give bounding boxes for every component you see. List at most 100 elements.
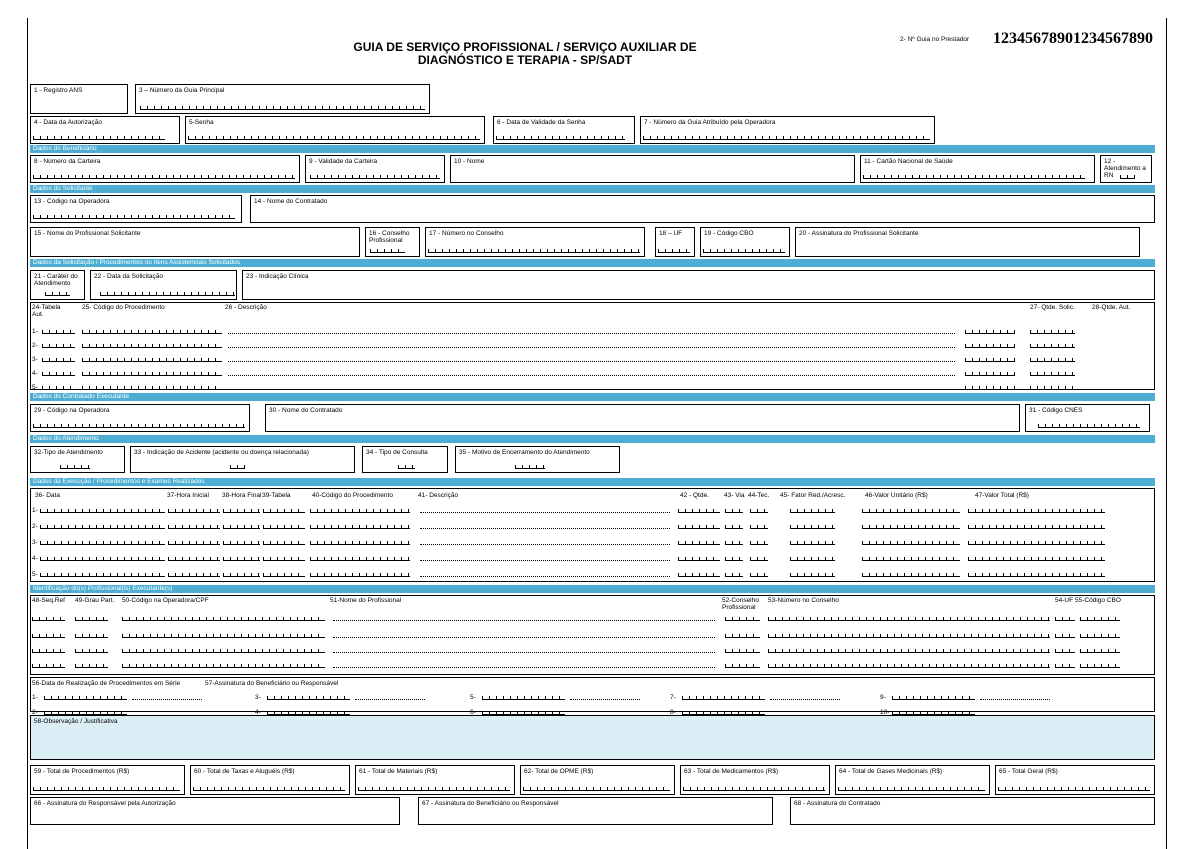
input-ticks: [725, 633, 760, 638]
input-ticks: [398, 464, 415, 469]
input-ticks: [1055, 616, 1075, 621]
input-ticks: [33, 423, 245, 428]
input-ticks: [267, 710, 350, 715]
input-ticks: [790, 540, 835, 545]
input-ticks: [768, 648, 1050, 653]
input-ticks: [892, 695, 975, 700]
field-label: 5-: [470, 694, 476, 701]
field-box: 34 - Tipo de Consulta: [362, 446, 448, 473]
field-box: 14 - Nome do Contratado: [250, 195, 1155, 223]
input-line: [570, 699, 640, 700]
input-ticks: [678, 540, 720, 545]
input-ticks: [968, 524, 1105, 529]
input-ticks: [82, 385, 222, 390]
input-line: [420, 576, 670, 577]
input-ticks: [168, 524, 220, 529]
input-ticks: [725, 616, 760, 621]
input-ticks: [965, 371, 1015, 376]
input-ticks: [82, 343, 222, 348]
input-ticks: [1030, 385, 1075, 390]
input-ticks: [140, 105, 425, 110]
input-ticks: [310, 556, 410, 561]
input-ticks: [122, 648, 325, 653]
input-ticks: [168, 540, 220, 545]
input-ticks: [42, 385, 75, 390]
input-ticks: [1030, 343, 1075, 348]
field-box: 3 – Número da Guia Principal: [135, 84, 430, 114]
input-ticks: [965, 357, 1015, 362]
input-ticks: [75, 663, 108, 668]
input-line: [770, 699, 840, 700]
input-ticks: [223, 556, 260, 561]
field-label: 4-: [255, 709, 261, 716]
input-line: [228, 389, 955, 390]
input-ticks: [1030, 357, 1075, 362]
field-label: 48-Seq.Ref: [32, 597, 65, 604]
input-line: [420, 528, 670, 529]
input-ticks: [965, 385, 1015, 390]
field-label: 2-: [32, 709, 38, 716]
input-ticks: [725, 508, 743, 513]
table-box: [30, 595, 1155, 675]
field-label: 53-Número no Conselho: [768, 597, 839, 604]
input-ticks: [45, 291, 70, 296]
input-ticks: [515, 464, 545, 469]
field-label: 4-: [32, 370, 38, 377]
field-box: 65 - Total Geral (R$): [995, 765, 1155, 795]
field-label: 36- Data: [35, 492, 60, 499]
field-label: 2-: [32, 523, 38, 530]
field-box: 66 - Assinatura do Responsável pela Auto…: [30, 797, 400, 825]
input-ticks: [523, 786, 670, 791]
input-line: [980, 699, 1050, 700]
input-line: [333, 637, 715, 638]
input-ticks: [750, 508, 768, 513]
field-label: 27- Qtde. Solic.: [1030, 304, 1075, 311]
section-header: Dados do Beneficiário: [30, 145, 1155, 153]
section-header: Dados do Atendimento: [30, 435, 1155, 443]
field-box: 11 - Cartão Nacional de Saúde: [860, 155, 1095, 183]
input-ticks: [678, 572, 720, 577]
input-ticks: [1055, 648, 1075, 653]
input-ticks: [968, 540, 1105, 545]
table-box: [30, 488, 1155, 582]
input-ticks: [965, 343, 1015, 348]
field-label: 1-: [32, 328, 38, 335]
field-label: 2-: [32, 342, 38, 349]
input-ticks: [862, 556, 960, 561]
field-box: 60 - Total de Taxas e Aluguéis (R$): [190, 765, 350, 795]
input-line: [420, 560, 670, 561]
field-box: 67 - Assinatura do Beneficiário ou Respo…: [418, 797, 773, 825]
input-line: [228, 375, 955, 376]
field-label: 3-: [32, 356, 38, 363]
input-line: [333, 620, 715, 621]
field-label: 1-: [32, 694, 38, 701]
field-box: 1 - Registro ANS: [30, 84, 128, 114]
input-ticks: [44, 695, 127, 700]
section-header: Identificação do(s) Profissional(is) Exe…: [30, 585, 1155, 593]
input-line: [355, 699, 425, 700]
input-ticks: [75, 633, 108, 638]
input-ticks: [310, 174, 440, 179]
field-box: 59 - Total de Procedimentos (R$): [30, 765, 185, 795]
input-ticks: [75, 648, 108, 653]
field-box: 15 - Nome do Profissional Solicitante: [30, 227, 360, 257]
input-ticks: [725, 524, 743, 529]
table-box: [30, 677, 1155, 712]
input-ticks: [1055, 663, 1075, 668]
field-label: 3-: [32, 539, 38, 546]
input-ticks: [82, 329, 222, 334]
input-ticks: [750, 572, 768, 577]
input-ticks: [188, 135, 480, 140]
field-label: 6-: [470, 709, 476, 716]
input-ticks: [862, 508, 960, 513]
field-box: 29 - Código na Operadora: [30, 404, 250, 432]
input-ticks: [223, 572, 260, 577]
field-label: 51-Nome do Profissional: [330, 597, 402, 604]
field-label: 43- Via: [724, 492, 745, 499]
input-ticks: [768, 663, 1050, 668]
input-ticks: [863, 174, 1085, 179]
input-line: [228, 333, 955, 334]
input-ticks: [370, 248, 405, 253]
input-ticks: [965, 329, 1015, 334]
field-box: 19 - Código CBO: [700, 227, 790, 257]
